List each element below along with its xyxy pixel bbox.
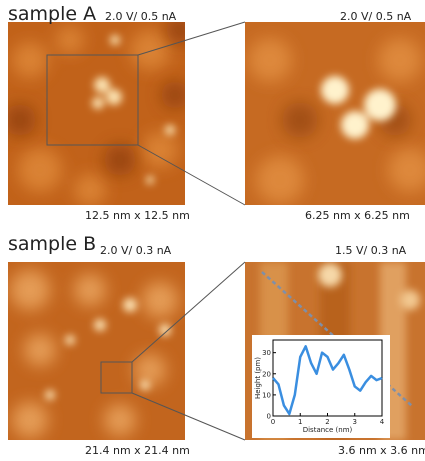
stm-image: [4, 16, 194, 206]
stm-image: [245, 22, 425, 205]
y-tick-label: 20: [262, 370, 271, 378]
y-tick-label: 30: [262, 349, 271, 357]
x-tick-label: 4: [380, 418, 385, 426]
bias-label: 2.0 V/ 0.5 nA: [105, 10, 177, 23]
scale-label: 12.5 nm x 12.5 nm: [85, 209, 190, 222]
bias-label: 1.5 V/ 0.3 nA: [335, 244, 407, 257]
x-tick-label: 3: [353, 418, 357, 426]
scale-label: 3.6 nm x 3.6 nm: [338, 444, 425, 457]
y-axis-label: Height (pm): [254, 357, 262, 399]
scale-label: 6.25 nm x 6.25 nm: [305, 209, 410, 222]
y-tick-label: 10: [262, 391, 271, 399]
bias-label: 2.0 V/ 0.3 nA: [100, 244, 172, 257]
x-axis-label: Distance (nm): [303, 426, 353, 434]
scale-label: 21.4 nm x 21.4 nm: [85, 444, 190, 457]
x-tick-label: 0: [271, 418, 275, 426]
panel-label: sample B: [8, 233, 96, 255]
bias-label: 2.0 V/ 0.5 nA: [340, 10, 412, 23]
stm-image: [8, 262, 185, 440]
panel-label: sample A: [8, 3, 96, 25]
x-tick-label: 2: [325, 418, 329, 426]
figure: sample A 2.0 V/ 0.5 nA 2.0 V/ 0.5 nA 12.…: [0, 0, 425, 457]
x-tick-label: 1: [298, 418, 302, 426]
